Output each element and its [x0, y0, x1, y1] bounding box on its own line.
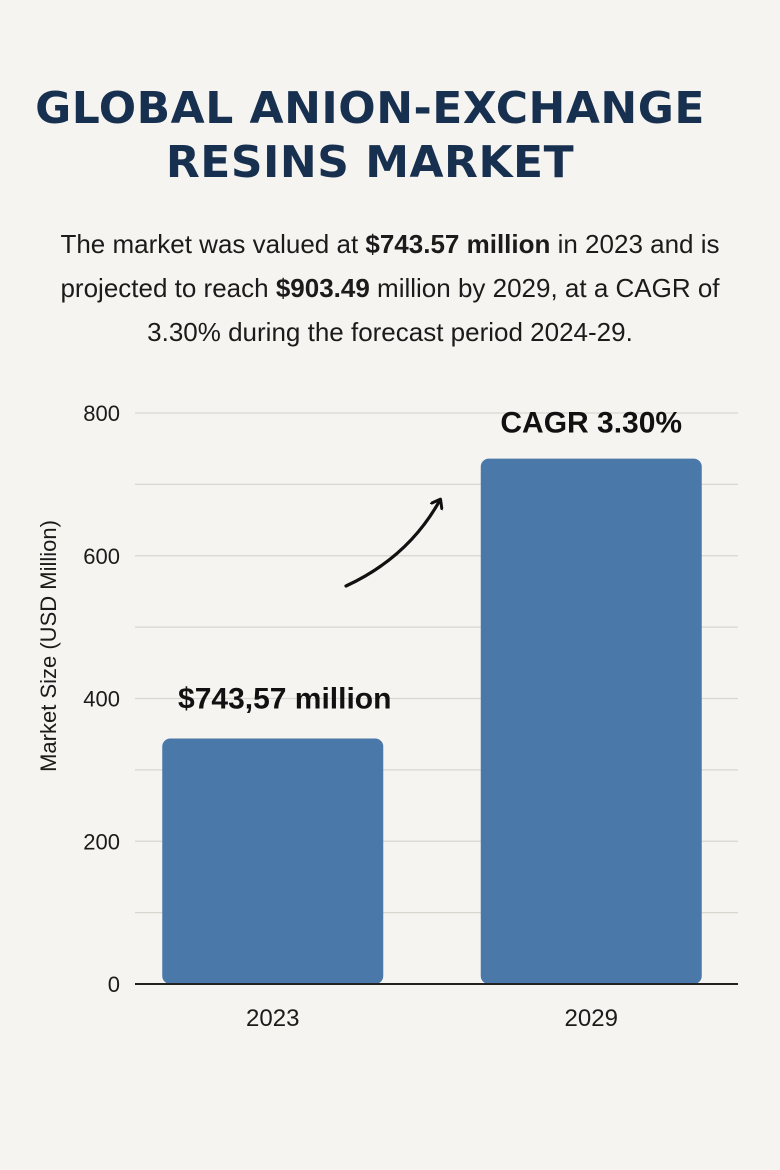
- chart-title: GLOBAL ANION-EXCHANGE RESINS MARKET: [0, 82, 740, 190]
- y-tick-label: 800: [83, 401, 120, 426]
- x-axis-labels: 2023 2029: [246, 1005, 618, 1032]
- bars: [162, 458, 702, 984]
- summary-text-3: million by 2029, at a CAGR of 3.30% duri…: [147, 273, 720, 347]
- summary-text-1: The market was valued at: [60, 229, 366, 259]
- y-tick-label: 400: [83, 687, 120, 712]
- data-label-2023: $743,57 million: [178, 682, 391, 715]
- growth-arrow-icon: [344, 500, 440, 588]
- y-tick-label: 0: [108, 972, 120, 997]
- y-axis-label: Market Size (USD Million): [36, 520, 61, 772]
- chart-title-line-2: RESINS MARKET: [165, 137, 575, 188]
- summary-value-2029: $903.49: [275, 273, 370, 303]
- y-axis-ticks: 0 200 400 600 800: [83, 401, 120, 997]
- data-label-2029: CAGR 3.30%: [500, 407, 682, 440]
- chart-summary: The market was valued at $743.57 million…: [40, 222, 740, 354]
- y-tick-label: 200: [83, 829, 120, 854]
- chart-title-line-1: GLOBAL ANION-EXCHANGE: [35, 83, 705, 134]
- summary-text-2: in 2023 and is projected to reach: [60, 229, 720, 303]
- annotations: $743,57 million CAGR 3.30%: [178, 407, 682, 716]
- y-tick-label: 600: [83, 544, 120, 569]
- bar-2029: [480, 458, 702, 984]
- x-tick-label: 2023: [246, 1005, 299, 1032]
- bar-2023: [162, 738, 384, 984]
- summary-value-2023: $743.57 million: [365, 229, 551, 259]
- x-tick-label: 2029: [565, 1005, 618, 1032]
